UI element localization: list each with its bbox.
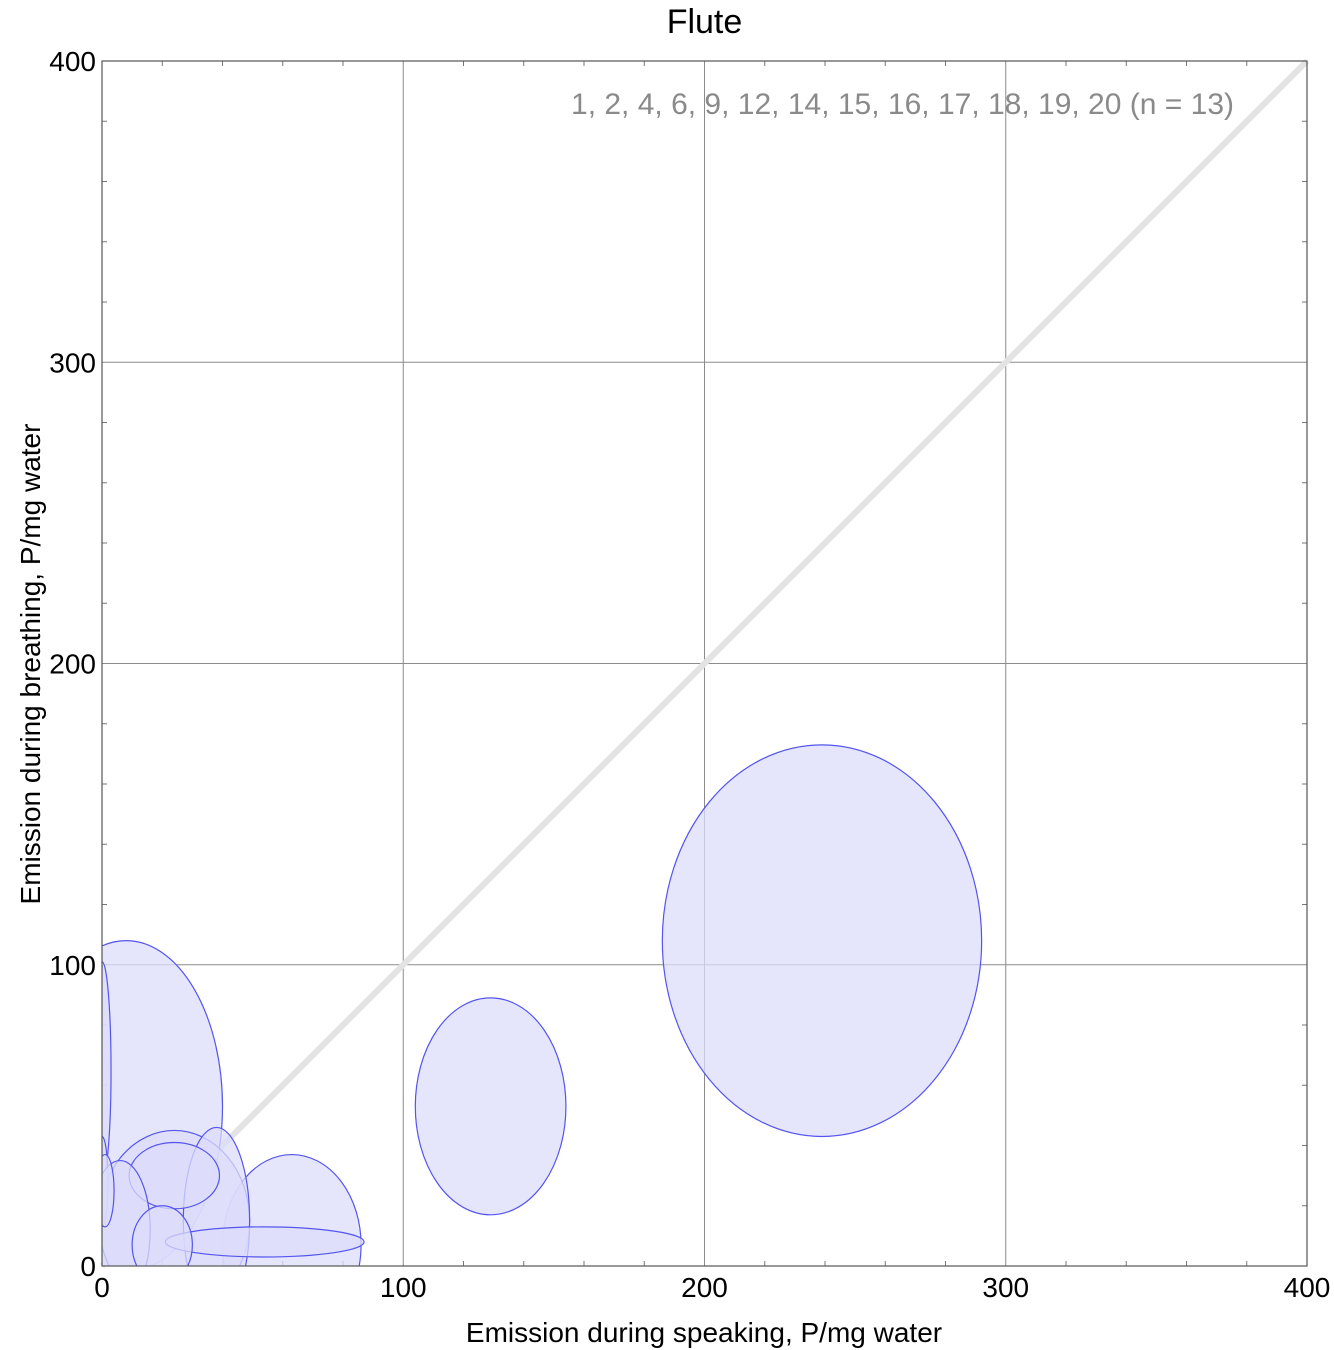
data-ellipses (102, 744, 983, 1266)
reference-diagonal (99, 58, 1310, 1269)
data-ellipse (164, 1226, 365, 1258)
data-ellipse (131, 1205, 193, 1266)
y-tick-label: 0 (80, 1251, 96, 1282)
data-ellipse (661, 744, 983, 1138)
x-tick-label: 200 (681, 1272, 728, 1303)
y-tick-label: 100 (49, 950, 96, 981)
y-tick-label: 300 (49, 347, 96, 378)
tick-labels: 0 100 200 300 400 0 100 200 300 400 (49, 46, 1330, 1303)
x-tick-label: 0 (94, 1272, 110, 1303)
chart-title: Flute (667, 3, 743, 41)
x-tick-label: 400 (1284, 1272, 1331, 1303)
data-ellipse (414, 997, 567, 1216)
y-tick-label: 400 (49, 46, 96, 77)
data-ellipse (102, 1153, 115, 1228)
plot-frame (101, 60, 1308, 1267)
x-tick-label: 100 (380, 1272, 427, 1303)
x-axis-label: Emission during speaking, P/mg water (466, 1317, 942, 1348)
x-tick-label: 300 (982, 1272, 1029, 1303)
y-axis-label: Emission during breathing, P/mg water (15, 424, 46, 905)
y-tick-label: 200 (49, 649, 96, 680)
chart-annotation: 1, 2, 4, 6, 9, 12, 14, 15, 16, 17, 18, 1… (571, 88, 1234, 121)
